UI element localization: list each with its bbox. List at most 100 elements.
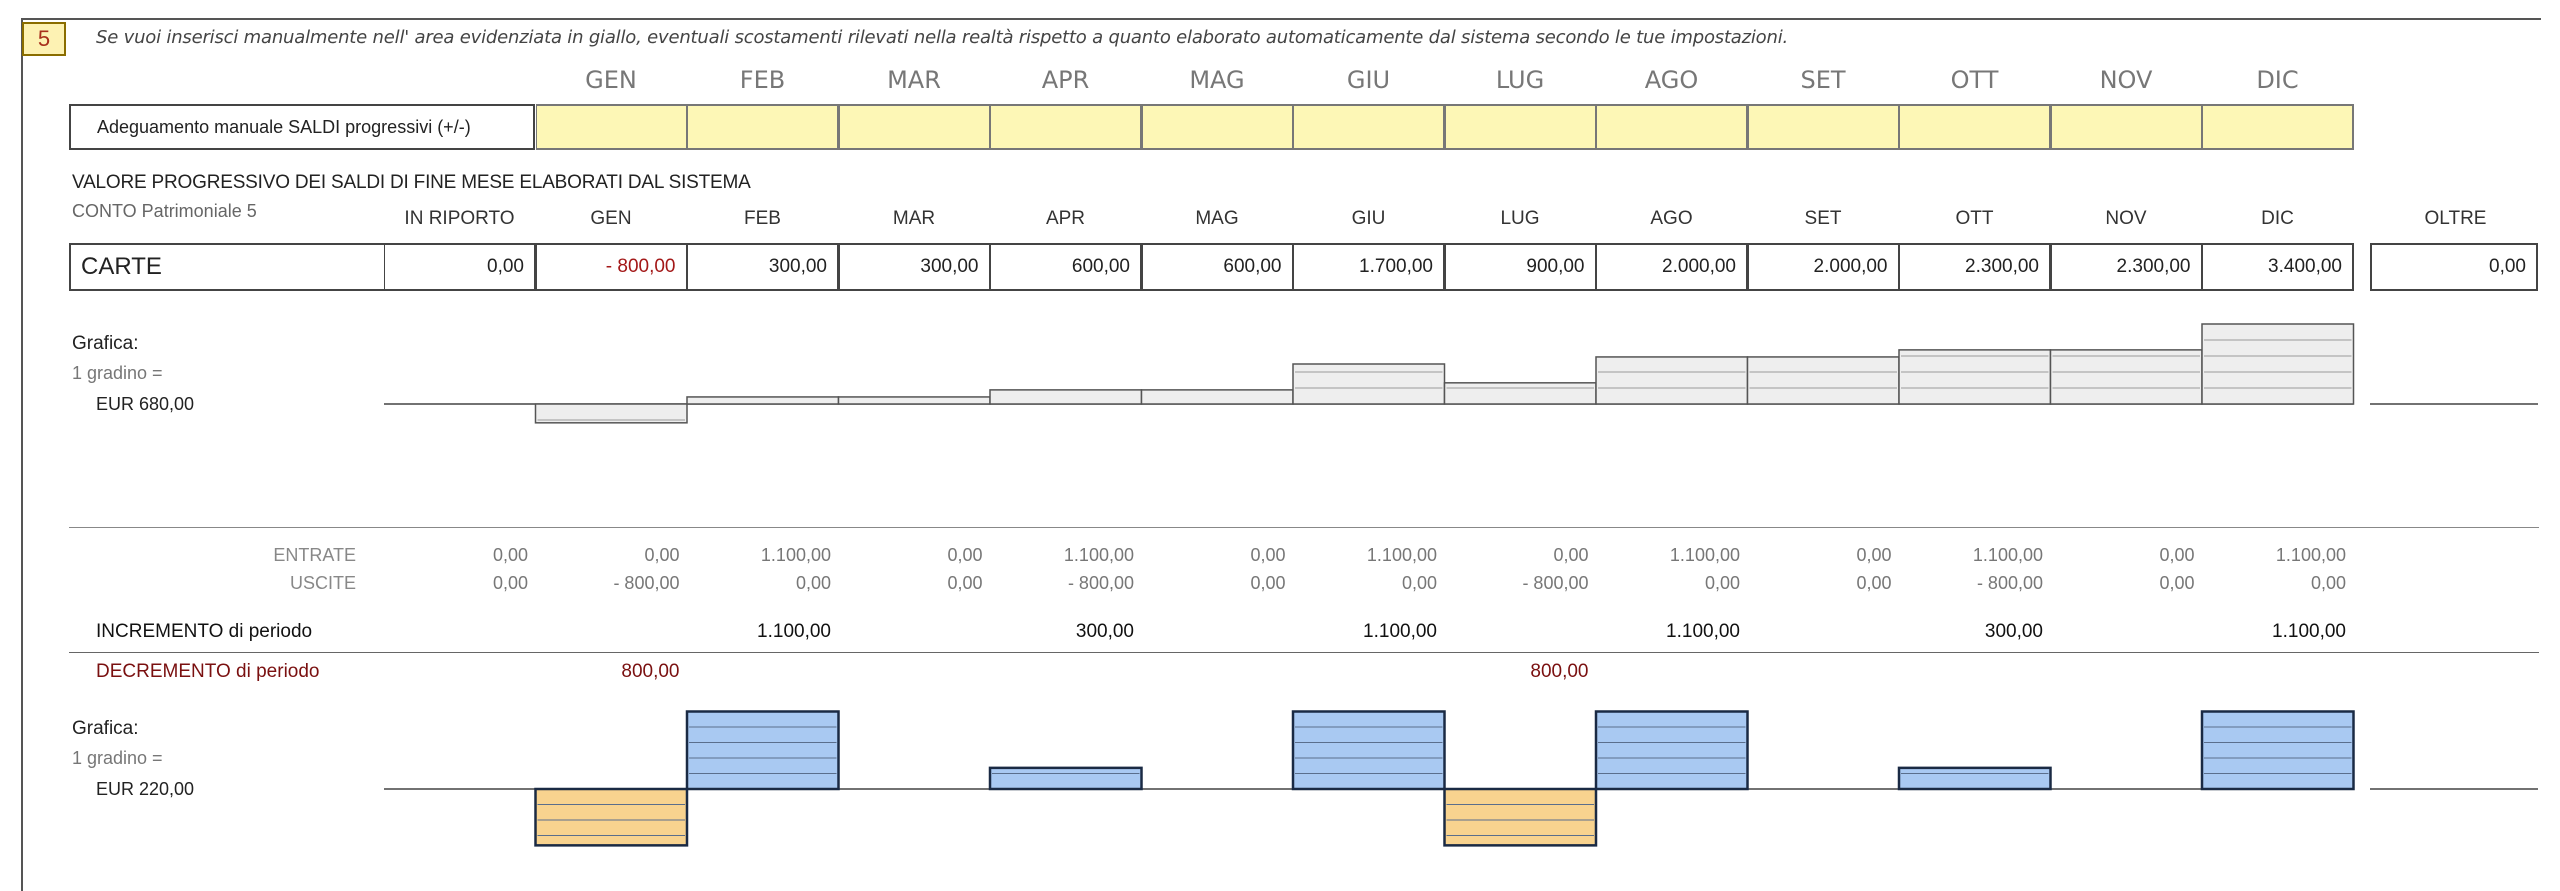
balance-value-feb[interactable]: 300,00 <box>687 243 839 291</box>
balance-header-ott: OTT <box>1955 208 1994 229</box>
oltre-header: OLTRE <box>2424 208 2487 229</box>
increment-value: 1.100,00 <box>757 621 831 642</box>
balance-chart-bar-dic <box>2201 323 2355 405</box>
balance-header-dic: DIC <box>2261 208 2294 229</box>
uscite-value: 0,00 <box>2310 573 2346 593</box>
uscite-value: 0,00 <box>795 573 831 593</box>
balance-chart-bar-lug <box>1443 382 1597 405</box>
balance-header-set: SET <box>1804 208 1842 229</box>
decrement-value: 800,00 <box>1530 661 1589 682</box>
month-header-mag: MAG <box>1189 66 1245 94</box>
month-header-set: SET <box>1800 66 1846 94</box>
month-header-ago: AGO <box>1644 66 1699 94</box>
balance-header-lug: LUG <box>1500 208 1540 229</box>
adjustment-input-feb[interactable] <box>687 104 839 150</box>
entrate-value: 1.100,00 <box>2275 545 2346 565</box>
balance-chart-bar-mag <box>1140 389 1294 405</box>
decrement-label: DECREMENTO di periodo <box>96 661 320 682</box>
balance-chart-bar-ott <box>1898 349 2052 405</box>
balance-header-gen: GEN <box>590 208 632 229</box>
increment-value: 300,00 <box>1984 621 2043 642</box>
increment-value: 1.100,00 <box>1363 621 1437 642</box>
balance-value-giu[interactable]: 1.700,00 <box>1293 243 1445 291</box>
adjustment-input-ott[interactable] <box>1899 104 2051 150</box>
period-chart-bar-dic <box>2200 710 2355 791</box>
entrate-value: 1.100,00 <box>1063 545 1134 565</box>
adjustment-input-set[interactable] <box>1747 104 1900 150</box>
uscite-value: 0,00 <box>492 573 528 593</box>
month-header-feb: FEB <box>739 66 786 94</box>
entrate-value: 1.100,00 <box>1972 545 2043 565</box>
uscite-label: USCITE <box>289 573 356 593</box>
adjustment-input-ago[interactable] <box>1596 104 1748 150</box>
decrement-value: 800,00 <box>621 661 680 682</box>
adjustment-input-giu[interactable] <box>1293 104 1445 150</box>
increment-label: INCREMENTO di periodo <box>96 621 313 642</box>
adjustment-input-mag[interactable] <box>1141 104 1294 150</box>
entrate-value: 0,00 <box>947 545 983 565</box>
month-header-mar: MAR <box>887 66 941 94</box>
entrate-value: 0,00 <box>644 545 680 565</box>
period-chart-bar-apr <box>988 766 1143 791</box>
increment-value: 1.100,00 <box>1666 621 1740 642</box>
balance-header-nov: NOV <box>2105 208 2147 229</box>
balance-chart-bar-apr <box>989 389 1143 405</box>
oltre-value-cell[interactable]: 0,00 <box>2370 243 2538 291</box>
increment-separator <box>69 652 2539 653</box>
balance-header-mag: MAG <box>1195 208 1239 229</box>
uscite-value: - 800,00 <box>1067 573 1134 593</box>
balance-value-apr[interactable]: 600,00 <box>990 243 1142 291</box>
period-chart-bar-ago <box>1594 710 1749 791</box>
balance-value-in-riporto[interactable]: 0,00 <box>384 243 536 291</box>
month-header-nov: NOV <box>2099 66 2153 94</box>
balance-chart-title: Grafica: <box>72 333 139 354</box>
adjustment-row-label: Adeguamento manuale SALDI progressivi (+… <box>69 104 535 150</box>
sheet-frame-top <box>21 18 2541 20</box>
adjustment-input-dic[interactable] <box>2202 104 2354 150</box>
balance-value-ott[interactable]: 2.300,00 <box>1899 243 2051 291</box>
increment-value: 300,00 <box>1075 621 1134 642</box>
balance-chart-step-label: 1 gradino = <box>72 363 163 383</box>
balance-value-mag[interactable]: 600,00 <box>1141 243 1294 291</box>
balance-chart-bar-gen <box>534 403 688 424</box>
month-header-giu: GIU <box>1346 66 1391 94</box>
uscite-value: - 800,00 <box>1976 573 2043 593</box>
account-name: CONTO Patrimoniale 5 <box>72 201 257 221</box>
adjustment-input-gen[interactable] <box>535 104 688 150</box>
adjustment-input-nov[interactable] <box>2050 104 2203 150</box>
uscite-value: 0,00 <box>1401 573 1437 593</box>
separator-line <box>69 527 2539 528</box>
balances-section-title: VALORE PROGRESSIVO DEI SALDI DI FINE MES… <box>72 172 751 193</box>
uscite-value: 0,00 <box>2159 573 2195 593</box>
balance-header-giu: GIU <box>1351 208 1386 229</box>
entrate-value: 0,00 <box>1856 545 1892 565</box>
month-header-dic: DIC <box>2256 66 2299 94</box>
balance-chart-bar-mar <box>837 396 991 405</box>
adjustment-input-apr[interactable] <box>990 104 1142 150</box>
balance-chart-step-value: EUR 680,00 <box>96 394 195 414</box>
uscite-value: - 800,00 <box>1522 573 1589 593</box>
entrate-label: ENTRATE <box>273 545 356 565</box>
adjustment-input-lug[interactable] <box>1444 104 1597 150</box>
balance-value-lug[interactable]: 900,00 <box>1444 243 1597 291</box>
period-chart-title: Grafica: <box>72 718 139 739</box>
balance-header-mar: MAR <box>892 208 936 229</box>
balance-value-set[interactable]: 2.000,00 <box>1747 243 1900 291</box>
period-chart-bar-lug <box>1443 787 1598 847</box>
balance-row-label: CARTE <box>69 243 384 291</box>
balance-value-nov[interactable]: 2.300,00 <box>2050 243 2203 291</box>
sheet-frame-left <box>21 18 23 891</box>
balance-value-dic[interactable]: 3.400,00 <box>2202 243 2354 291</box>
uscite-value: 0,00 <box>947 573 983 593</box>
balance-value-ago[interactable]: 2.000,00 <box>1596 243 1748 291</box>
adjustment-input-mar[interactable] <box>838 104 991 150</box>
balance-chart-bar-feb <box>686 396 840 405</box>
period-chart-step-value: EUR 220,00 <box>96 779 195 799</box>
uscite-value: - 800,00 <box>613 573 680 593</box>
step-number-badge: 5 <box>22 22 66 56</box>
entrate-value: 0,00 <box>1250 545 1286 565</box>
balance-value-gen[interactable]: - 800,00 <box>535 243 688 291</box>
balance-value-mar[interactable]: 300,00 <box>838 243 991 291</box>
period-chart-bar-ott <box>1897 766 2052 791</box>
period-chart-bar-gen <box>534 787 689 847</box>
